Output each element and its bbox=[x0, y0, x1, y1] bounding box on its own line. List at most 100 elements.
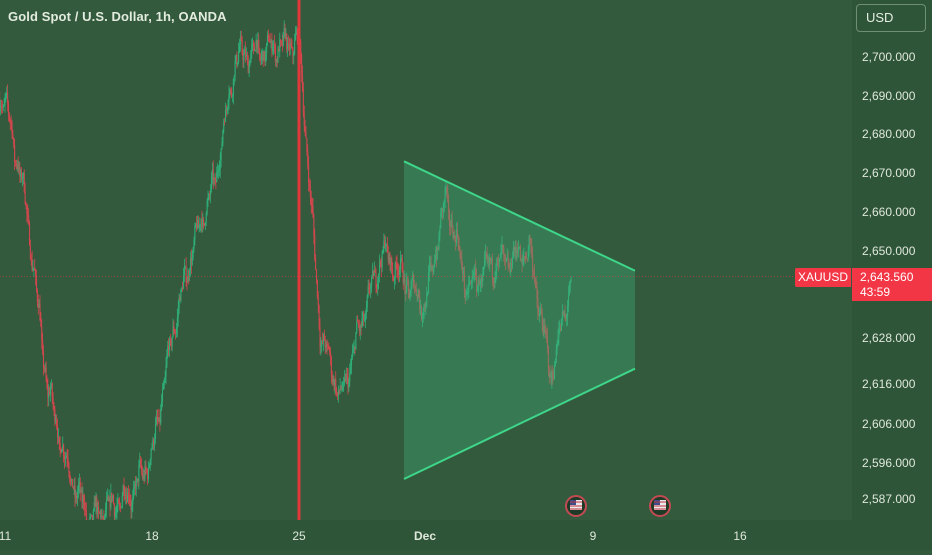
candle-body bbox=[382, 250, 383, 253]
candle-body bbox=[118, 500, 119, 503]
candle-body bbox=[272, 46, 273, 51]
candle-body bbox=[43, 351, 44, 367]
candle-body bbox=[37, 290, 38, 301]
candle-body bbox=[349, 373, 350, 381]
candle-body bbox=[172, 337, 173, 346]
candle-body bbox=[26, 205, 27, 213]
candle-body bbox=[243, 55, 244, 61]
candle-body bbox=[294, 41, 295, 55]
candle-body bbox=[313, 217, 314, 235]
candle-body bbox=[353, 350, 354, 353]
candle-body bbox=[266, 43, 267, 53]
candle-body bbox=[312, 205, 313, 206]
candle-body bbox=[365, 314, 366, 321]
candle-body bbox=[218, 170, 219, 171]
candle-body bbox=[83, 496, 84, 503]
candle-body bbox=[352, 353, 353, 359]
candle-body bbox=[274, 44, 275, 45]
candle-body bbox=[370, 285, 371, 289]
candle-body bbox=[31, 258, 32, 259]
candle-body bbox=[160, 409, 161, 423]
candle-body bbox=[385, 245, 386, 246]
event-flag-icon bbox=[566, 496, 586, 516]
candle-body bbox=[15, 161, 16, 163]
currency-button[interactable]: USD bbox=[856, 4, 926, 32]
candle-body bbox=[193, 248, 194, 257]
candle-body bbox=[342, 383, 343, 389]
candle-body bbox=[69, 472, 70, 481]
candle-body bbox=[67, 458, 68, 463]
time-tick-label: 16 bbox=[733, 529, 747, 543]
price-tick-label: 2,690.000 bbox=[862, 89, 916, 103]
candle-body bbox=[213, 170, 214, 180]
candle-body bbox=[402, 258, 403, 272]
candle-body bbox=[113, 496, 114, 504]
candle-body bbox=[138, 466, 139, 481]
candle-body bbox=[57, 426, 58, 437]
candle-body bbox=[151, 449, 152, 459]
candle-body bbox=[315, 259, 316, 270]
candle-body bbox=[234, 76, 235, 79]
candle-body bbox=[129, 497, 130, 498]
candle-body bbox=[219, 169, 220, 170]
candle-body bbox=[121, 507, 122, 508]
candle-body bbox=[169, 339, 170, 350]
candle-body bbox=[166, 354, 167, 366]
candle-body bbox=[67, 456, 68, 458]
candle-body bbox=[287, 43, 288, 49]
candle-body bbox=[30, 245, 31, 258]
candle-body bbox=[163, 383, 164, 389]
candle-body bbox=[170, 339, 171, 340]
price-tick-label: 2,587.000 bbox=[862, 492, 916, 506]
candle-body bbox=[85, 509, 86, 511]
candle-body bbox=[222, 130, 223, 143]
time-tick-label: 18 bbox=[145, 529, 159, 543]
candle-body bbox=[133, 487, 134, 497]
candle-body bbox=[255, 50, 256, 51]
candle-body bbox=[131, 505, 132, 510]
candle-body bbox=[116, 512, 117, 514]
candle-body bbox=[200, 225, 201, 226]
candle-body bbox=[375, 272, 376, 287]
price-tick-label: 2,616.000 bbox=[862, 377, 916, 391]
candle-body bbox=[242, 40, 243, 53]
candle-body bbox=[228, 101, 229, 108]
candle-body bbox=[227, 108, 228, 111]
candle-body bbox=[155, 424, 156, 439]
candle-body bbox=[237, 62, 238, 65]
candle-body bbox=[293, 54, 294, 56]
candle-body bbox=[253, 44, 254, 46]
candle-body bbox=[241, 37, 242, 40]
candle-body bbox=[261, 56, 262, 61]
time-tick-label: 9 bbox=[590, 529, 597, 543]
candle-body bbox=[162, 390, 163, 402]
candle-body bbox=[56, 421, 57, 426]
candle-body bbox=[348, 381, 349, 388]
candle-body bbox=[176, 328, 177, 334]
candle-body bbox=[11, 122, 12, 133]
candle-body bbox=[330, 352, 331, 357]
candle-body bbox=[233, 79, 234, 96]
candle-body bbox=[391, 258, 392, 269]
candle-body bbox=[314, 236, 315, 259]
candle-body bbox=[377, 280, 378, 289]
candle-body bbox=[72, 479, 73, 487]
candle-body bbox=[61, 450, 62, 453]
candle-body bbox=[311, 197, 312, 205]
candle-body bbox=[12, 134, 13, 138]
price-tick-label: 2,670.000 bbox=[862, 166, 916, 180]
candle-body bbox=[225, 110, 226, 121]
candle-body bbox=[161, 401, 162, 409]
candle-body bbox=[46, 379, 47, 388]
candle-body bbox=[124, 493, 125, 496]
candle-body bbox=[328, 346, 329, 349]
candle-body bbox=[304, 114, 305, 126]
candle-body bbox=[154, 439, 155, 446]
candle-body bbox=[150, 459, 151, 466]
candle-body bbox=[343, 382, 344, 383]
candle-body bbox=[335, 380, 336, 392]
candle-body bbox=[350, 366, 351, 373]
